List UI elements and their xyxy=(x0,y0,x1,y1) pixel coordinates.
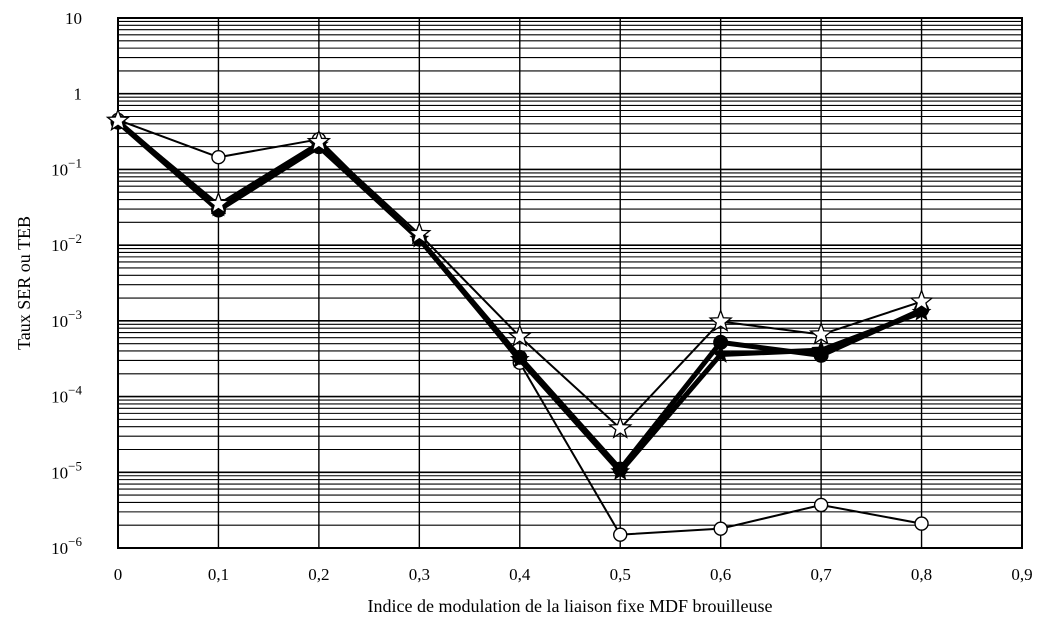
data-point xyxy=(811,339,832,359)
data-point xyxy=(407,221,432,245)
y-axis-title: Taux SER ou TEB xyxy=(14,216,34,350)
series-layer xyxy=(105,107,934,542)
y-tick-label: 10−6 xyxy=(51,534,82,558)
data-point xyxy=(713,521,728,536)
data-point xyxy=(206,191,231,215)
x-tick-label: 0 xyxy=(114,565,123,584)
data-point xyxy=(507,323,533,347)
y-tick-base: 10 xyxy=(51,160,68,179)
x-tick-labels: 0 0,1 0,2 0,3 0,4 0,5 0,6 0,7 0,8 0,9 xyxy=(114,565,1033,584)
x-tick-label: 0,6 xyxy=(710,565,731,584)
y-tick-label: 10−2 xyxy=(51,231,82,255)
data-point xyxy=(813,497,829,513)
data-point xyxy=(613,527,628,542)
x-tick-label: 0,1 xyxy=(208,565,229,584)
y-tick-base: 10 xyxy=(51,236,68,255)
y-tick-label: 10−4 xyxy=(51,383,82,407)
x-tick-label: 0,3 xyxy=(409,565,430,584)
grid xyxy=(117,18,1023,549)
x-tick-label: 0,9 xyxy=(1011,565,1032,584)
x-tick-label: 0,7 xyxy=(810,565,832,584)
y-tick-label: 1 xyxy=(74,85,83,104)
y-tick-exponent: −3 xyxy=(68,307,82,322)
data-point xyxy=(211,150,226,165)
data-point xyxy=(708,308,733,332)
y-tick-label: 10−3 xyxy=(51,307,82,331)
data-point xyxy=(105,107,131,132)
y-tick-exponent: −5 xyxy=(68,458,82,473)
x-tick-label: 0,4 xyxy=(509,565,531,584)
data-point xyxy=(914,516,929,531)
x-tick-label: 0,8 xyxy=(911,565,932,584)
data-point xyxy=(306,129,332,153)
y-tick-exponent: −6 xyxy=(68,534,82,549)
y-tick-label: 10 xyxy=(65,9,82,28)
series-open-star xyxy=(105,107,934,439)
y-tick-label: 10−1 xyxy=(51,155,82,179)
plot-frame xyxy=(117,17,1023,549)
y-tick-exponent: −2 xyxy=(68,231,82,246)
data-point xyxy=(509,348,530,368)
data-point xyxy=(710,344,731,363)
y-tick-exponent: −4 xyxy=(68,383,82,398)
x-tick-label: 0,2 xyxy=(308,565,329,584)
x-tick-label: 0,5 xyxy=(610,565,631,584)
y-tick-base: 10 xyxy=(65,9,82,28)
y-tick-exponent: −1 xyxy=(68,155,82,170)
y-tick-base: 10 xyxy=(51,539,68,558)
y-tick-label: 10−5 xyxy=(51,458,82,482)
data-point xyxy=(610,461,631,481)
data-point xyxy=(909,288,934,312)
y-tick-base: 10 xyxy=(51,463,68,482)
data-point xyxy=(808,321,834,345)
x-axis-title: Indice de modulation de la liaison fixe … xyxy=(368,596,773,616)
y-tick-base: 10 xyxy=(51,388,68,407)
y-tick-base: 10 xyxy=(51,312,68,331)
y-tick-base: 1 xyxy=(74,85,83,104)
data-point xyxy=(607,415,633,439)
